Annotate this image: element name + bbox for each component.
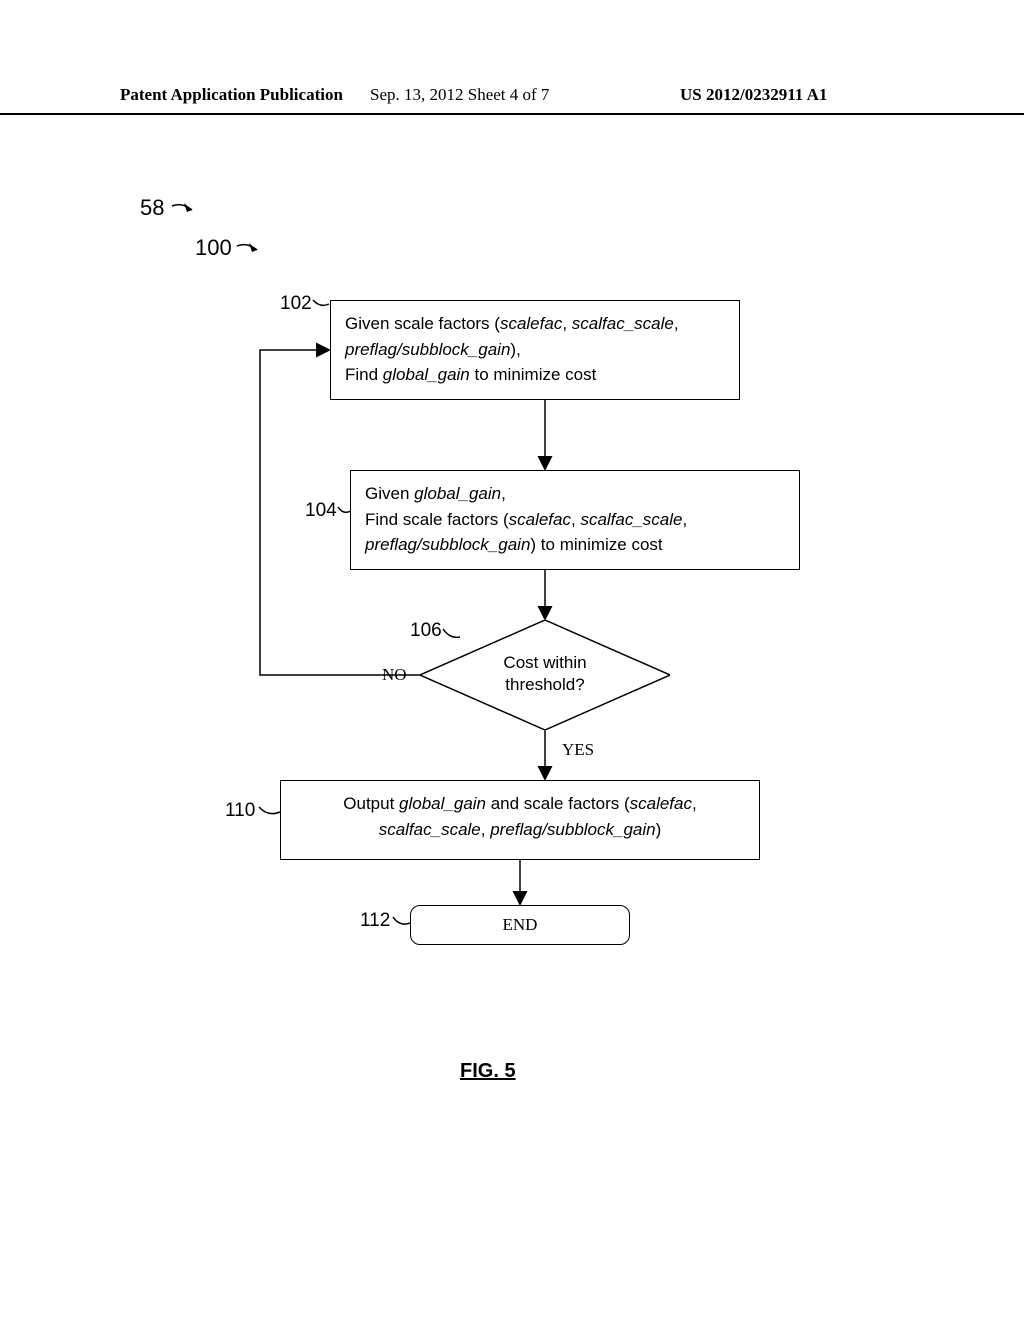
label-yes: YES — [562, 740, 594, 760]
ref-100: 100 — [195, 235, 232, 261]
decision-106-text: Cost within threshold? — [420, 652, 670, 696]
step-102-line2: preflag/subblock_gain), — [345, 337, 725, 363]
step-102-line1: Given scale factors (scalefac, scalfac_s… — [345, 311, 725, 337]
hook-110-icon — [258, 805, 282, 821]
ref-100-text: 100 — [195, 235, 232, 260]
ref-110: 110 — [225, 800, 255, 822]
label-no: NO — [382, 665, 407, 685]
hook-58-icon — [170, 200, 210, 220]
step-110-line2: scalfac_scale, preflag/subblock_gain) — [295, 817, 745, 843]
end-label: END — [503, 912, 538, 938]
ref-112: 112 — [360, 910, 390, 932]
hook-100-icon — [235, 240, 275, 260]
ref-102: 102 — [280, 293, 312, 315]
step-102-box: Given scale factors (scalefac, scalfac_s… — [330, 300, 740, 400]
page-header: Patent Application Publication Sep. 13, … — [0, 85, 1024, 115]
ref-58-text: 58 — [140, 195, 164, 220]
step-104-line2: Find scale factors (scalefac, scalfac_sc… — [365, 507, 785, 533]
decision-106: Cost within threshold? — [420, 620, 670, 730]
ref-58: 58 — [140, 195, 164, 221]
terminator-112-box: END — [410, 905, 630, 945]
step-110-line1: Output global_gain and scale factors (sc… — [295, 791, 745, 817]
step-104-line1: Given global_gain, — [365, 481, 785, 507]
header-docnum: US 2012/0232911 A1 — [680, 85, 827, 105]
hook-102-icon — [312, 298, 332, 314]
step-104-line3: preflag/subblock_gain) to minimize cost — [365, 532, 785, 558]
hook-112-icon — [392, 915, 412, 931]
step-110-box: Output global_gain and scale factors (sc… — [280, 780, 760, 860]
ref-104: 104 — [305, 500, 337, 522]
step-102-line3: Find global_gain to minimize cost — [345, 362, 725, 388]
header-pub: Patent Application Publication — [120, 85, 343, 105]
header-date-sheet: Sep. 13, 2012 Sheet 4 of 7 — [370, 85, 549, 105]
step-104-box: Given global_gain, Find scale factors (s… — [350, 470, 800, 570]
figure-label: FIG. 5 — [460, 1060, 516, 1083]
